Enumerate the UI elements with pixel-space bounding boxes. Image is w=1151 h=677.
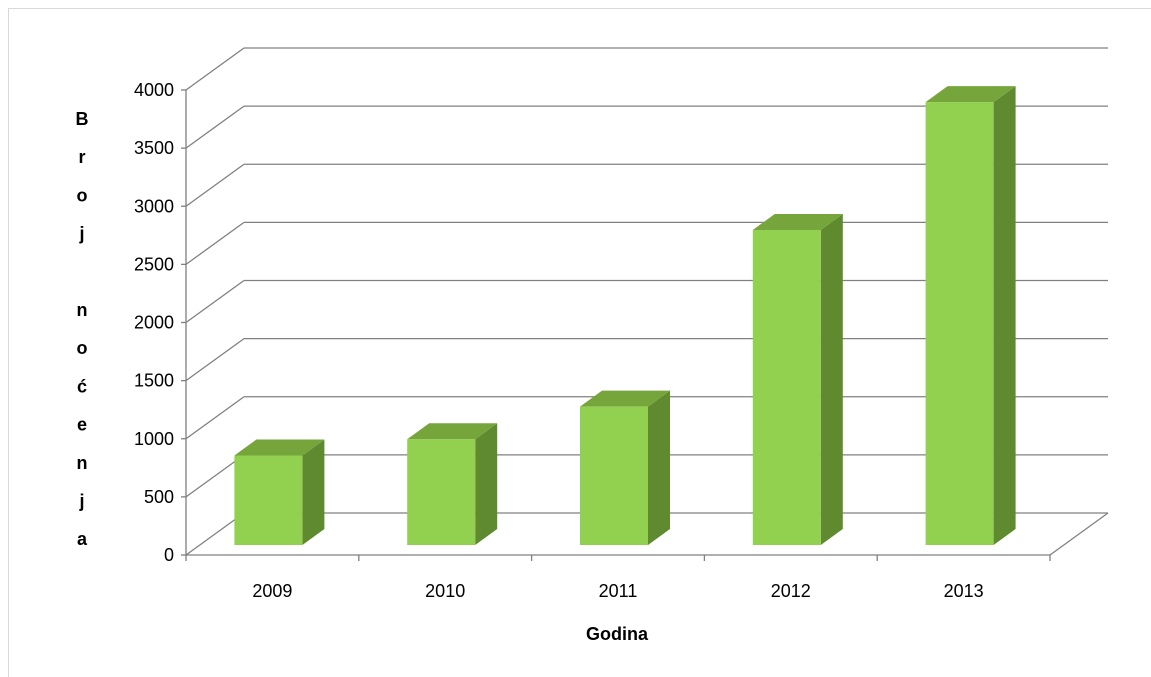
y-tick-label: 0 — [164, 545, 174, 565]
gridline-side — [185, 279, 245, 324]
y-tick-label: 3500 — [134, 138, 174, 158]
y-tick-label: 3000 — [134, 196, 174, 216]
bars — [234, 86, 1016, 546]
bar-front — [234, 455, 303, 545]
gridline-side — [185, 338, 245, 382]
floor-right-edge — [1049, 512, 1109, 556]
x-tick-label: 2013 — [944, 581, 984, 601]
bar-front — [925, 102, 994, 546]
y-axis-title-letter: B — [76, 109, 89, 129]
y-tick-label: 2000 — [134, 313, 174, 333]
bar-top — [407, 423, 498, 440]
bar-2010 — [407, 423, 498, 545]
y-tick-labels: 0 500 1000 1500 2000 2500 3000 3500 4000 — [134, 80, 174, 565]
y-tick-label: 1000 — [134, 429, 174, 449]
y-tick-label: 500 — [144, 487, 174, 507]
bar-2013 — [925, 86, 1016, 546]
bar-front — [752, 229, 821, 545]
x-tick-label: 2009 — [252, 581, 292, 601]
x-axis-title: Godina — [586, 624, 649, 644]
bar-side — [475, 423, 498, 545]
y-tick-label: 1500 — [134, 371, 174, 391]
y-axis-title-letter: o — [77, 185, 88, 205]
gridline-side — [185, 105, 245, 149]
y-axis-title-letter: ć — [77, 376, 87, 396]
y-axis-title-letter: a — [77, 529, 88, 549]
bar-side — [648, 390, 670, 545]
bar-top — [925, 86, 1016, 103]
x-tick-label: 2010 — [425, 581, 465, 601]
bar-2012 — [752, 213, 843, 545]
y-axis-title-letter: o — [77, 338, 88, 358]
bar-top — [580, 390, 670, 407]
gridline-side — [185, 163, 245, 207]
y-tick-label: 2500 — [134, 254, 174, 274]
bar-top — [752, 213, 843, 230]
gridline-side — [185, 47, 245, 91]
y-axis-title-letter: j — [78, 491, 84, 511]
gridline-side — [185, 454, 245, 498]
y-axis-title-letter: j — [78, 224, 84, 244]
x-tick-label: 2012 — [771, 581, 811, 601]
bar-2011 — [580, 390, 670, 545]
bar-2009 — [234, 439, 325, 545]
gridline-side — [185, 396, 245, 440]
y-axis-title-letter: r — [78, 147, 85, 167]
floor-left-edge — [185, 512, 245, 556]
y-axis-title-letter: e — [77, 415, 87, 435]
x-tick-label: 2011 — [599, 581, 638, 601]
y-axis-title-letter: n — [77, 453, 88, 473]
bar-front — [407, 439, 476, 545]
bar-top — [234, 439, 325, 456]
y-tick-label: 4000 — [134, 80, 174, 100]
x-tick-labels: 2009 2010 2011 2012 2013 — [252, 581, 983, 601]
bar-side — [302, 439, 325, 545]
y-axis-title-letter: n — [77, 300, 88, 320]
bar-side — [993, 86, 1016, 546]
bar-front — [580, 406, 648, 545]
bar-side — [820, 213, 843, 545]
gridline-side — [185, 221, 245, 265]
